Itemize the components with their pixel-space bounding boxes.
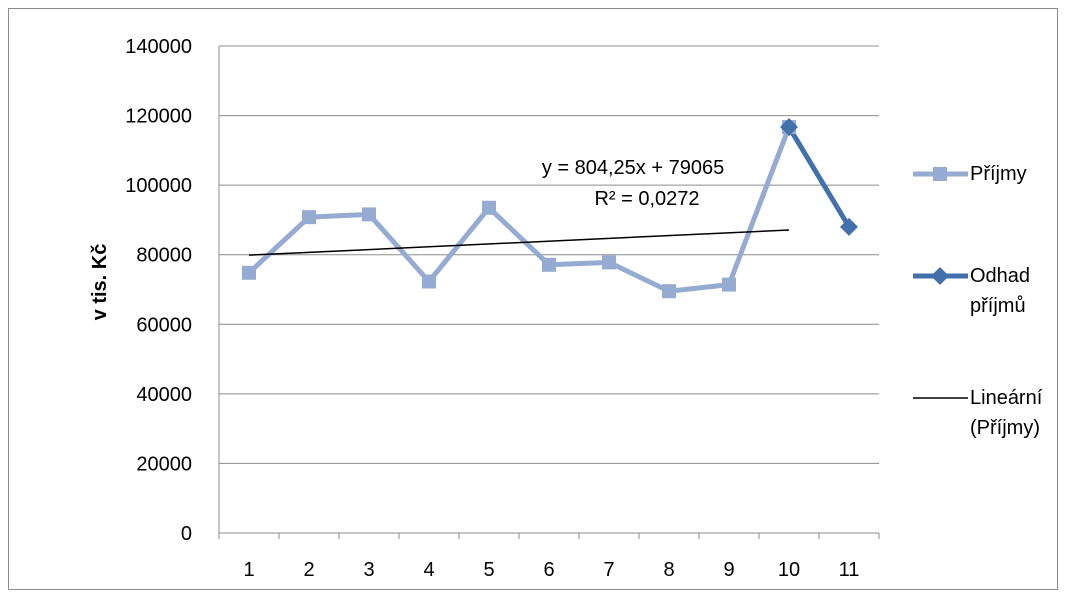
y-tick-label: 120000 (125, 106, 192, 128)
y-tick-label: 40000 (136, 384, 192, 406)
series-lines (247, 125, 852, 294)
y-tick-label: 60000 (136, 314, 192, 336)
legend: Příjmy Odhad příjmů Lineární (Příjmy) (913, 163, 1043, 439)
legend-item: Lineární (Příjmy) (913, 387, 1043, 439)
x-tick-label: 3 (363, 559, 374, 581)
legend-label: Odhad (970, 265, 1030, 287)
x-tick-label: 6 (543, 559, 554, 581)
square-marker (602, 255, 616, 270)
square-marker (482, 200, 496, 215)
legend-item: Příjmy (913, 163, 1027, 185)
square-marker (362, 207, 376, 222)
legend-label: Příjmy (970, 163, 1027, 185)
square-marker (722, 277, 736, 292)
series-line-1 (786, 125, 852, 229)
square-marker (422, 274, 436, 289)
trendline-r-squared: R² = 0,0272 (594, 188, 699, 210)
x-tick-label: 5 (483, 559, 494, 581)
legend-label: Lineární (970, 387, 1043, 409)
trendline-equation: y = 804,25x + 79065 (542, 157, 724, 179)
series-line-0 (247, 126, 792, 294)
chart-frame (8, 8, 1058, 590)
x-tick-label: 9 (723, 559, 734, 581)
square-marker (662, 284, 676, 299)
legend-item: Odhad příjmů (913, 265, 1030, 317)
gridlines (218, 45, 880, 539)
square-marker (542, 257, 556, 272)
x-tick-label: 1 (243, 559, 254, 581)
x-tick-labels: 1 2 3 4 5 6 7 8 9 10 11 (243, 559, 859, 581)
y-tick-label: 20000 (136, 453, 192, 475)
x-tick-label: 11 (839, 559, 860, 581)
y-tick-labels: 0 20000 40000 60000 80000 100000 120000 140000 (125, 36, 192, 545)
diamond-marker (840, 217, 858, 236)
diamond-marker (780, 118, 798, 137)
legend-label: příjmů (970, 295, 1026, 317)
square-marker (302, 210, 316, 225)
y-tick-label: 0 (181, 523, 192, 545)
square-marker (242, 265, 256, 280)
series-markers (242, 118, 858, 299)
y-tick-label: 100000 (125, 175, 192, 197)
y-tick-label: 140000 (125, 36, 192, 58)
y-axis-title: v tis. Kč (89, 244, 111, 321)
x-tick-label: 7 (603, 559, 614, 581)
x-tick-label: 2 (303, 559, 314, 581)
y-tick-label: 80000 (136, 245, 192, 267)
square-marker (933, 167, 947, 181)
x-tick-label: 8 (663, 559, 674, 581)
x-tick-label: 10 (778, 559, 800, 581)
diamond-marker (931, 267, 949, 285)
legend-label: (Příjmy) (970, 417, 1040, 439)
trendline (248, 229, 790, 256)
x-tick-label: 4 (423, 559, 434, 581)
